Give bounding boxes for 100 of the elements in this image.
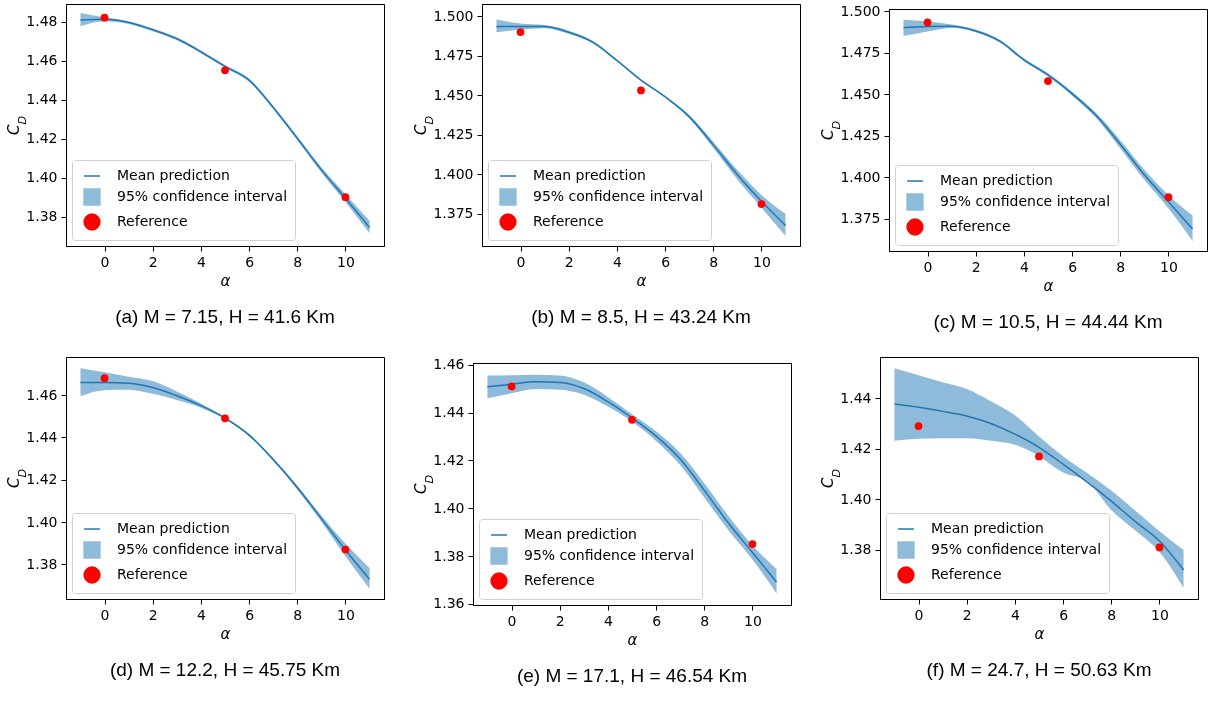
legend-label: Mean prediction	[524, 526, 637, 542]
x-axis-title: α	[636, 271, 647, 290]
y-tick-label: 1.40	[26, 169, 58, 186]
y-tick-label: 1.44	[26, 91, 58, 108]
point	[637, 86, 645, 95]
x-tick-label: 10	[1151, 606, 1169, 623]
point	[341, 193, 350, 202]
point	[757, 200, 766, 208]
y-tick-label: 1.42	[840, 440, 872, 457]
x-tick-label: 2	[148, 253, 158, 270]
x-tick-label: 10	[337, 606, 355, 623]
x-tick-label: 6	[1068, 258, 1078, 275]
y-tick-label: 1.42	[26, 130, 58, 147]
annotation: 95% confidence interval	[117, 541, 288, 557]
x-tick-label: 8	[709, 253, 719, 270]
legend-label: Mean prediction	[117, 167, 230, 183]
y-tick-label: 1.38	[433, 547, 465, 564]
x-tick-label: 10	[337, 253, 355, 270]
point	[1155, 543, 1164, 552]
y-tick-label: 1.46	[26, 52, 58, 69]
x-tick-label: 2	[971, 258, 981, 275]
x-tick-label: 10	[1160, 258, 1178, 275]
y-tick-label: 1.400	[433, 165, 474, 182]
x-tick-label: 0	[100, 253, 110, 270]
point	[516, 28, 525, 36]
legend-label: Reference	[524, 572, 595, 588]
y-tick-label: 1.475	[840, 44, 881, 61]
x-tick-label: 8	[1107, 606, 1117, 623]
x-tick-label: 8	[293, 253, 303, 270]
x-tick-label: 10	[744, 612, 762, 629]
y-tick-label: 1.40	[840, 490, 872, 507]
y-tick-label: 1.425	[840, 127, 881, 144]
x-tick-label: 0	[914, 606, 924, 623]
x-tick-label: 4	[1019, 258, 1029, 275]
y-tick-label: 1.38	[26, 555, 58, 572]
x-tick-label: 6	[652, 612, 662, 629]
legend-label: Reference	[117, 566, 188, 582]
y-tick-label: 1.40	[26, 513, 58, 530]
y-tick-label: 1.375	[840, 210, 881, 227]
x-axis-title: α	[1034, 624, 1045, 643]
y-tick-label: 1.500	[840, 2, 881, 19]
point	[923, 18, 932, 27]
point	[748, 540, 757, 548]
point	[507, 382, 516, 391]
y-tick-label: 1.38	[840, 541, 872, 558]
legend-label: Mean prediction	[940, 172, 1053, 188]
point	[221, 414, 229, 423]
x-tick-label: 4	[603, 612, 613, 629]
x-axis-title: α	[220, 624, 231, 643]
x-tick-label: 8	[700, 612, 710, 629]
y-tick-label: 1.40	[433, 499, 465, 516]
text: (b) M = 8.5, H = 43.24 Km	[531, 306, 751, 327]
x-tick-label: 2	[962, 606, 972, 623]
y-tick-label: 1.38	[26, 208, 58, 225]
point	[914, 422, 923, 430]
y-tick-label: 1.500	[433, 7, 474, 24]
y-tick-label: 1.42	[26, 471, 58, 488]
x-tick-label: 0	[923, 258, 933, 275]
annotation: 95% confidence interval	[931, 541, 1102, 557]
text: (e) M = 17.1, H = 46.54 Km	[516, 665, 748, 686]
annotation: 95% confidence interval	[940, 193, 1111, 209]
annotation: 95% confidence interval	[533, 188, 704, 204]
x-tick-label: 2	[555, 612, 565, 629]
legend-label: Reference	[533, 213, 604, 229]
y-tick-label: 1.36	[433, 595, 465, 612]
legend-label: Mean prediction	[931, 520, 1044, 536]
y-tick-label: 1.46	[433, 356, 465, 373]
annotation: 95% confidence interval	[117, 188, 288, 204]
x-tick-label: 2	[148, 606, 158, 623]
x-axis-title: α	[627, 630, 638, 649]
point	[1044, 77, 1052, 85]
x-tick-label: 4	[196, 606, 206, 623]
y-tick-label: 1.44	[840, 389, 872, 406]
y-tick-label: 1.450	[433, 86, 474, 103]
annotation: 95% confidence interval	[524, 547, 695, 563]
x-tick-label: 6	[245, 606, 255, 623]
y-tick-label: 1.48	[26, 13, 58, 30]
legend-label: Reference	[117, 213, 188, 229]
x-tick-label: 0	[516, 253, 526, 270]
legend-label: Reference	[940, 218, 1011, 234]
point	[341, 545, 350, 554]
y-tick-label: 1.46	[26, 386, 58, 403]
point	[100, 13, 109, 22]
x-axis-title: α	[1043, 276, 1054, 295]
x-tick-label: 4	[196, 253, 206, 270]
y-tick-label: 1.375	[433, 205, 474, 221]
legend-label: Reference	[931, 566, 1002, 582]
point	[100, 374, 109, 383]
x-axis-title: α	[220, 271, 231, 290]
y-tick-label: 1.475	[433, 47, 474, 64]
x-tick-label: 0	[507, 612, 517, 629]
point	[628, 415, 636, 424]
legend-label: Mean prediction	[117, 520, 230, 536]
point	[1164, 193, 1173, 202]
x-tick-label: 8	[1116, 258, 1126, 275]
text: (c) M = 10.5, H = 44.44 Km	[933, 311, 1163, 332]
x-tick-label: 4	[612, 253, 622, 270]
y-tick-label: 1.44	[433, 404, 465, 421]
y-tick-label: 1.425	[433, 126, 474, 143]
x-tick-label: 6	[661, 253, 671, 270]
